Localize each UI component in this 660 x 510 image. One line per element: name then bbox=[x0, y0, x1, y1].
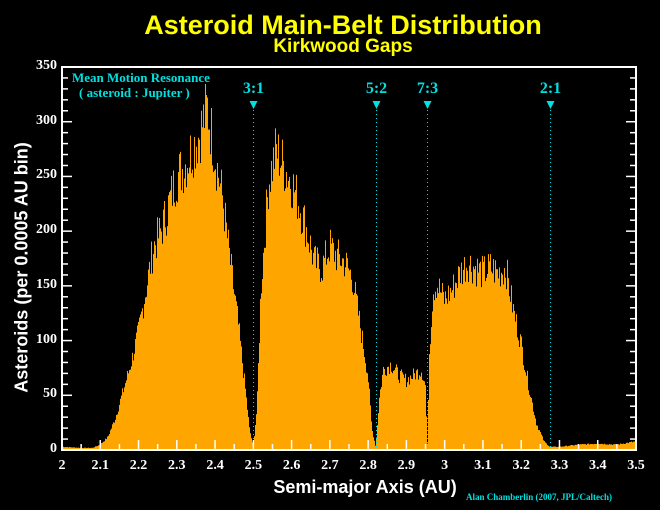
x-tick-label: 2.1 bbox=[91, 458, 110, 473]
x-tick-label: 2.2 bbox=[129, 458, 148, 473]
y-tick-label: 50 bbox=[43, 386, 57, 402]
y-tick-label: 300 bbox=[36, 112, 57, 128]
x-tick-label: 2.3 bbox=[168, 458, 186, 473]
x-tick-label: 3.4 bbox=[588, 458, 607, 473]
x-tick-label: 3.1 bbox=[474, 458, 492, 473]
x-tick-label: 3 bbox=[441, 458, 449, 473]
y-axis-label: Asteroids (per 0.0005 AU bin) bbox=[11, 142, 32, 393]
x-tick-label: 2.6 bbox=[282, 458, 301, 473]
x-tick-label: 3.5 bbox=[627, 458, 645, 473]
y-tick-label: 200 bbox=[36, 222, 57, 238]
resonance-label: 5:2 bbox=[365, 80, 388, 97]
resonance-label: 3:1 bbox=[242, 80, 265, 97]
resonance-lines bbox=[249, 101, 555, 450]
resonance-label: 2:1 bbox=[539, 80, 562, 97]
x-tick-label: 2.4 bbox=[206, 458, 224, 473]
x-axis-label: Semi-major Axis (AU) bbox=[273, 477, 457, 497]
credit-text: Alan Chamberlin (2007, JPL/Caltech) bbox=[466, 492, 612, 502]
chart-title: Asteroid Main-Belt Distribution bbox=[144, 10, 542, 40]
y-tick-label: 250 bbox=[36, 167, 57, 183]
y-tick-label: 350 bbox=[36, 58, 57, 73]
legend-title: Mean Motion Resonance bbox=[72, 70, 210, 85]
y-tick-label: 150 bbox=[36, 276, 57, 292]
y-tick-label: 100 bbox=[36, 331, 57, 347]
resonance-label: 7:3 bbox=[416, 80, 439, 97]
x-tick-label: 2.8 bbox=[359, 458, 377, 473]
y-tick-label: 0 bbox=[50, 441, 57, 456]
axis-ticks bbox=[61, 66, 637, 451]
x-tick-label: 2 bbox=[58, 458, 66, 473]
x-tick-label: 3.2 bbox=[512, 458, 530, 473]
legend-subtitle: ( asteroid : Jupiter ) bbox=[79, 85, 190, 100]
x-tick-label: 2.9 bbox=[397, 458, 416, 473]
x-tick-label: 3.3 bbox=[550, 458, 569, 473]
x-tick-label: 2.7 bbox=[321, 458, 339, 473]
x-tick-label: 2.5 bbox=[244, 458, 263, 473]
histogram-bars bbox=[62, 83, 636, 451]
chart-subtitle: Kirkwood Gaps bbox=[273, 36, 413, 57]
